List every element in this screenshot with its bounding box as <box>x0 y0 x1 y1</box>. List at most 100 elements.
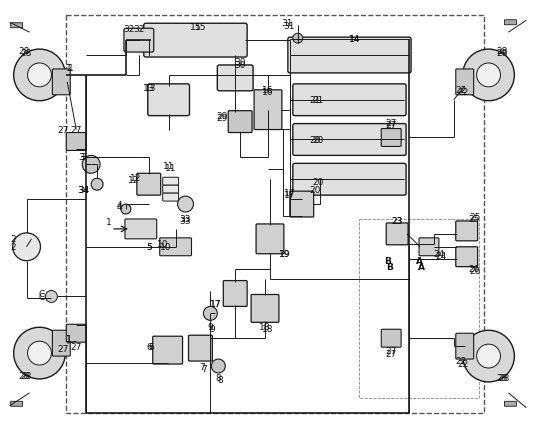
Text: 27: 27 <box>70 342 82 351</box>
FancyBboxPatch shape <box>11 401 22 406</box>
Text: C: C <box>38 289 44 298</box>
Text: 17: 17 <box>284 188 296 197</box>
Text: 27: 27 <box>58 344 69 353</box>
Text: 29: 29 <box>217 114 228 123</box>
Text: 12: 12 <box>128 175 139 184</box>
FancyBboxPatch shape <box>124 29 154 53</box>
Text: 25: 25 <box>468 215 480 224</box>
FancyBboxPatch shape <box>290 192 313 218</box>
Text: 4: 4 <box>116 202 122 211</box>
FancyBboxPatch shape <box>456 221 477 241</box>
Text: 18: 18 <box>262 324 274 333</box>
Text: 1: 1 <box>106 218 112 227</box>
Text: 17: 17 <box>209 299 221 308</box>
Text: 29: 29 <box>217 112 228 121</box>
FancyBboxPatch shape <box>381 129 401 147</box>
Text: 21: 21 <box>309 96 320 105</box>
Text: 11: 11 <box>163 161 175 170</box>
FancyBboxPatch shape <box>153 336 183 364</box>
Text: B: B <box>384 257 391 266</box>
Text: 10: 10 <box>160 243 171 252</box>
FancyBboxPatch shape <box>163 178 178 186</box>
Text: 18: 18 <box>260 322 271 331</box>
Circle shape <box>28 64 51 88</box>
Text: B: B <box>386 263 392 271</box>
Text: 27: 27 <box>386 346 397 355</box>
Circle shape <box>121 205 131 215</box>
Text: 7: 7 <box>200 362 205 371</box>
Text: 27: 27 <box>386 119 397 128</box>
Text: 16: 16 <box>262 86 274 95</box>
Text: 30: 30 <box>234 58 246 68</box>
FancyBboxPatch shape <box>66 133 86 151</box>
FancyBboxPatch shape <box>254 91 282 130</box>
Text: C: C <box>38 292 44 301</box>
Text: 28: 28 <box>20 372 32 381</box>
Circle shape <box>82 156 100 174</box>
FancyBboxPatch shape <box>125 219 156 239</box>
Circle shape <box>463 331 514 382</box>
FancyBboxPatch shape <box>160 238 192 256</box>
FancyBboxPatch shape <box>386 224 408 245</box>
Text: 8: 8 <box>217 375 223 384</box>
Bar <box>359 219 478 398</box>
Bar <box>66 16 484 413</box>
Text: 22: 22 <box>457 88 468 97</box>
Text: 10: 10 <box>157 240 168 249</box>
Text: 13: 13 <box>143 84 154 93</box>
Text: 14: 14 <box>349 34 360 43</box>
Text: 1: 1 <box>68 64 74 73</box>
Text: 5: 5 <box>146 243 152 252</box>
Text: 26: 26 <box>468 264 480 273</box>
Text: A: A <box>415 257 422 266</box>
Text: 33: 33 <box>180 215 191 224</box>
Text: 9: 9 <box>208 322 213 331</box>
Text: 17: 17 <box>284 190 296 199</box>
Text: 15: 15 <box>195 23 206 32</box>
FancyBboxPatch shape <box>456 70 474 95</box>
Circle shape <box>463 50 514 101</box>
FancyBboxPatch shape <box>223 281 247 307</box>
Text: 15: 15 <box>190 23 201 32</box>
FancyBboxPatch shape <box>163 194 178 202</box>
Text: 1: 1 <box>66 334 72 343</box>
FancyBboxPatch shape <box>66 325 86 342</box>
FancyBboxPatch shape <box>381 329 401 347</box>
Text: 13: 13 <box>145 84 156 93</box>
Text: 3: 3 <box>80 153 86 162</box>
Text: 28: 28 <box>20 49 32 58</box>
FancyBboxPatch shape <box>456 247 477 267</box>
Circle shape <box>477 64 500 88</box>
Text: 30: 30 <box>234 61 246 71</box>
Text: 28: 28 <box>497 49 508 58</box>
Text: 21: 21 <box>312 96 324 105</box>
Text: 28: 28 <box>499 374 510 383</box>
FancyBboxPatch shape <box>288 38 411 74</box>
Text: 20: 20 <box>309 185 320 194</box>
FancyBboxPatch shape <box>456 333 474 359</box>
Circle shape <box>477 344 500 368</box>
Text: 20: 20 <box>312 177 324 186</box>
Circle shape <box>13 233 41 261</box>
Circle shape <box>14 50 65 101</box>
Text: A: A <box>418 263 425 271</box>
Text: 3: 3 <box>78 153 84 162</box>
Text: 12: 12 <box>130 173 142 182</box>
FancyBboxPatch shape <box>293 124 406 156</box>
Circle shape <box>293 34 303 44</box>
Text: 1: 1 <box>66 334 72 343</box>
Text: 28: 28 <box>497 374 508 383</box>
FancyBboxPatch shape <box>293 164 406 196</box>
Text: 27: 27 <box>70 126 82 135</box>
FancyBboxPatch shape <box>505 21 516 26</box>
Circle shape <box>203 307 217 321</box>
FancyBboxPatch shape <box>419 238 439 256</box>
FancyBboxPatch shape <box>228 111 252 133</box>
Text: 14: 14 <box>349 34 360 43</box>
Text: 19: 19 <box>279 250 290 258</box>
Text: 31: 31 <box>283 22 295 31</box>
FancyBboxPatch shape <box>11 24 22 29</box>
Text: 20: 20 <box>312 136 324 144</box>
Text: 24: 24 <box>433 250 444 258</box>
Text: 16: 16 <box>262 88 274 97</box>
